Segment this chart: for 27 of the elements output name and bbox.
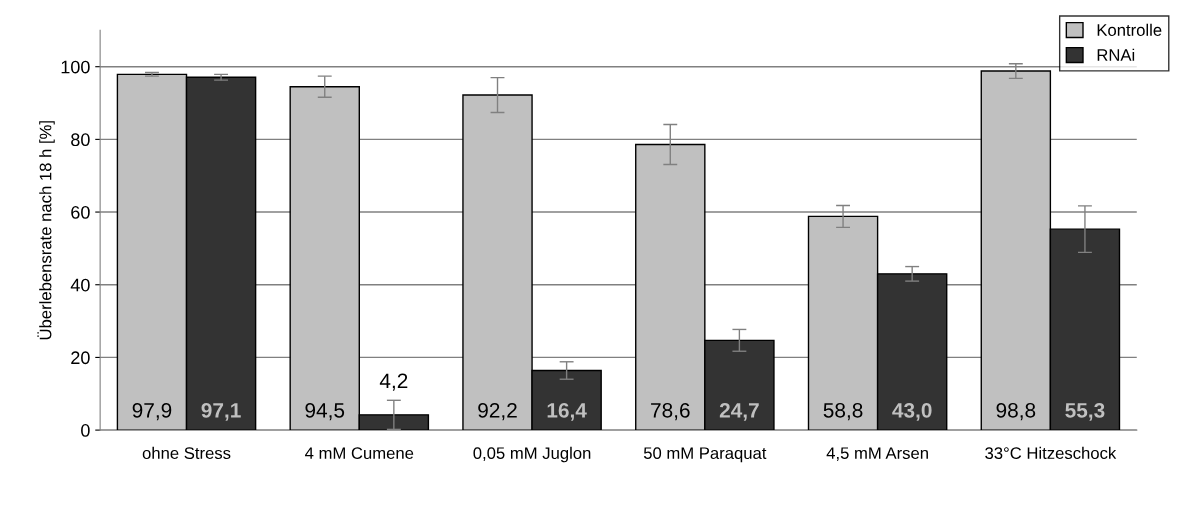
data-label: 92,2 bbox=[478, 402, 517, 421]
data-label: 97,1 bbox=[201, 402, 241, 421]
data-label: 24,7 bbox=[719, 402, 759, 421]
y-axis-title: Überlebensrate nach 18 h [%] bbox=[37, 121, 55, 340]
y-tick-label: 60 bbox=[71, 205, 90, 219]
data-label: 4,2 bbox=[379, 373, 408, 391]
y-tick-label: 80 bbox=[71, 133, 90, 147]
y-tick-label: 40 bbox=[70, 278, 90, 292]
x-tick-label: ohne Stress bbox=[142, 446, 231, 460]
data-label: 55,3 bbox=[1065, 402, 1105, 421]
data-label: 97,9 bbox=[132, 402, 172, 421]
x-tick-label: 4,5 mM Arsen bbox=[826, 447, 928, 461]
legend-label: Kontrolle bbox=[1097, 23, 1162, 36]
data-label: 43,0 bbox=[892, 402, 932, 421]
data-label: 78,6 bbox=[651, 402, 690, 421]
y-tick-label: 100 bbox=[61, 60, 90, 74]
data-label: 58,8 bbox=[823, 402, 863, 421]
data-label: 98,8 bbox=[996, 402, 1036, 421]
x-tick-label: 4 mM Cumene bbox=[305, 447, 414, 460]
y-tick-label: 0 bbox=[81, 424, 90, 437]
x-tick-label: 50 mM Paraquat bbox=[643, 447, 767, 463]
x-tick-label: 0,05 mM Juglon bbox=[473, 446, 591, 463]
legend-label: RNAi bbox=[1097, 48, 1135, 61]
x-tick-label: 33°C Hitzeschock bbox=[985, 446, 1117, 460]
data-label: 16,4 bbox=[547, 402, 587, 421]
y-tick-label: 20 bbox=[71, 351, 90, 365]
data-label: 94,5 bbox=[305, 402, 345, 421]
